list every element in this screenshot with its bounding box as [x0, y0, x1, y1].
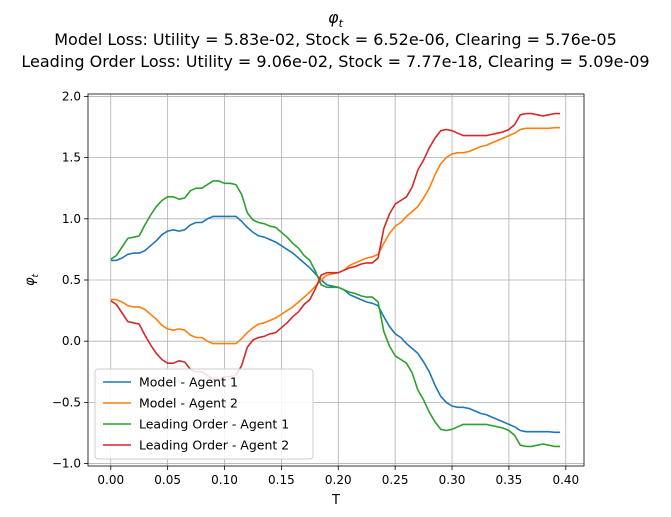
legend-label-4: Leading Order - Agent 2: [139, 438, 289, 453]
x-tick-label: 0.35: [496, 473, 523, 487]
x-tick-label: 0.00: [97, 473, 124, 487]
legend: Model - Agent 1 Model - Agent 2 Leading Or…: [94, 368, 314, 460]
x-tick-label: 0.15: [268, 473, 295, 487]
x-tick-label: 0.10: [211, 473, 238, 487]
series-line-4: [110, 112, 561, 380]
x-tick-label: 0.20: [325, 473, 352, 487]
y-axis-label: φt: [23, 273, 41, 286]
x-tick-label: 0.05: [154, 473, 181, 487]
x-tick-label: 0.25: [382, 473, 409, 487]
ticks-layer: 0.00 0.05 0.10 0.15 0.20 0.25 0.30 0.35 0.40 −1.0…: [52, 89, 579, 487]
chart-title-symbol: φt: [328, 8, 343, 31]
legend-box: [94, 368, 314, 460]
grid-layer: [88, 94, 584, 466]
legend-label-3: Leading Order - Agent 1: [139, 417, 289, 432]
y-tick-label: −0.5: [52, 395, 81, 409]
series-layer: [110, 112, 561, 448]
legend-label-1: Model - Agent 1: [139, 375, 238, 390]
y-tick-label: −1.0: [52, 457, 81, 471]
chart-title-leading-order-loss: Leading Order Loss: Utility = 9.06e-02, …: [21, 52, 650, 71]
legend-label-2: Model - Agent 2: [139, 396, 238, 411]
y-tick-label: 1.0: [62, 212, 81, 226]
y-tick-label: 0.5: [62, 273, 81, 287]
y-tick-label: 1.5: [62, 151, 81, 165]
x-axis-label: T: [331, 493, 340, 508]
x-tick-label: 0.30: [439, 473, 466, 487]
series-line-3: [110, 180, 561, 448]
y-tick-label: 2.0: [62, 89, 81, 103]
y-tick-label: 0.0: [62, 334, 81, 348]
series-line-2: [110, 126, 561, 345]
chart-title-model-loss: Model Loss: Utility = 5.83e-02, Stock = …: [54, 30, 617, 49]
x-tick-label: 0.40: [552, 473, 579, 487]
